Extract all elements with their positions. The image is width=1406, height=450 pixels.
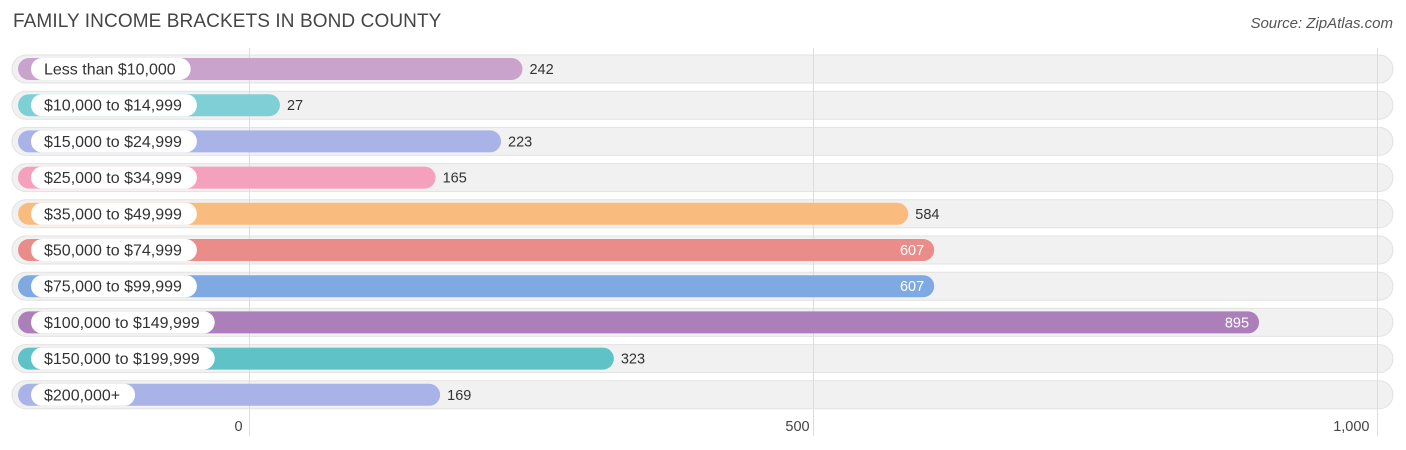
value-label: 323 [621,352,645,368]
category-label-pill [31,130,197,153]
x-tick-label: 1,000 [1333,419,1369,435]
category-label: $200,000+ [44,387,120,404]
value-label: 584 [915,207,939,223]
category-label: $10,000 to $14,999 [44,98,182,115]
category-label-pill [31,347,215,370]
value-label: 242 [529,62,553,78]
value-label: 165 [443,171,467,187]
category-label-pill [31,383,136,406]
category-label: $25,000 to $34,999 [44,170,182,187]
value-label: 607 [900,279,924,295]
category-label-pill [31,239,197,261]
category-label: Less than $10,000 [44,62,176,79]
category-label-pill [31,202,197,225]
x-tick-label: 0 [234,419,242,435]
value-label: 27 [287,98,303,114]
x-axis-ticks: 0 500 1,000 [234,419,1369,435]
value-label: 607 [900,243,924,259]
category-label-pill [31,166,197,189]
chart-title: FAMILY INCOME BRACKETS IN BOND COUNTY [13,11,442,32]
value-label: 895 [1225,315,1249,331]
bar [18,275,935,298]
source-attribution: Source: ZipAtlas.com [1250,15,1393,32]
x-tick-label: 500 [785,419,809,435]
category-label: $50,000 to $74,999 [44,243,182,260]
value-label: 223 [508,134,532,150]
category-label-pill [31,311,215,334]
category-label-pill [31,58,191,80]
category-label-pill [31,94,197,117]
value-label: 169 [447,388,471,404]
row-background [11,90,1394,120]
category-label: $75,000 to $99,999 [44,279,182,296]
bar [18,239,935,261]
category-label: $35,000 to $49,999 [44,206,182,223]
category-label: $100,000 to $149,999 [44,315,200,332]
bars-layer: Less than $10,000 242 $10,000 to $14,999 27… [18,58,1260,406]
bar [18,311,1260,334]
category-label: $15,000 to $24,999 [44,134,182,151]
category-label-pill [31,275,197,298]
category-label: $150,000 to $199,999 [44,351,200,368]
bar [18,202,909,225]
